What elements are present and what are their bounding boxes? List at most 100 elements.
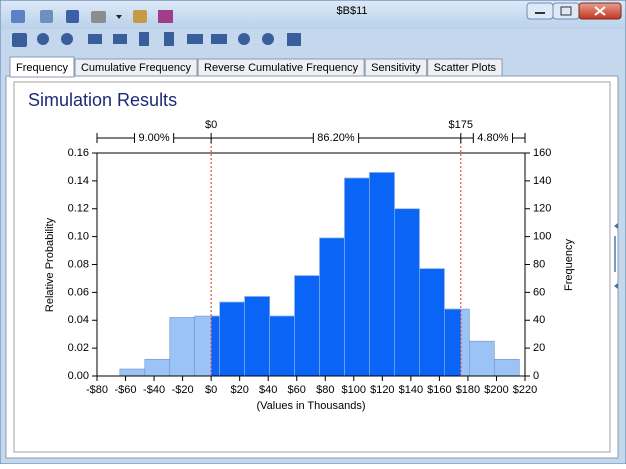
tool-icon[interactable] [91,11,106,23]
bar-in-range [419,268,445,377]
tool-icon[interactable] [158,10,173,23]
x-tick-label: $60 [288,384,306,396]
plot: 0.00 0.02 0.04 0.06 0.08 0.10 0.12 0.14 0.16 0 20 4… [68,119,552,396]
y-tick-label: 0.12 [68,203,89,215]
y2-tick-label: 120 [533,203,551,215]
tab-label[interactable]: Sensitivity [371,62,421,74]
tool-icon[interactable] [88,34,102,44]
tab-label[interactable]: Cumulative Frequency [81,62,192,74]
y-tick-label: 0.10 [68,231,89,243]
dropdown-arrow[interactable] [116,15,122,19]
tool-icon[interactable] [164,32,174,46]
bar [169,317,196,377]
bar-in-range [444,308,462,377]
tool-icon[interactable] [113,34,127,44]
y2-tick-label: 0 [533,370,539,382]
bar [119,368,146,377]
y-tick-label: 0.02 [68,342,89,354]
certainty-label-bg [473,131,513,145]
toolbar [11,10,301,47]
tab[interactable]: Frequency [9,56,75,78]
tab[interactable]: Cumulative Frequency [74,58,198,77]
splitter-handle [614,223,618,289]
splitter-grip[interactable] [614,236,616,272]
x-tick-label: $40 [259,384,277,396]
y-tick-label: 0.06 [68,286,89,298]
tool-icon[interactable] [238,33,250,45]
tab-inactive[interactable] [364,58,428,77]
x-tick-label: -$80 [86,384,108,396]
x-tick-label: $120 [370,384,394,396]
x-tick-label: $80 [316,384,334,396]
y-tick-label: 0.14 [68,175,89,187]
bar-in-range [294,275,320,377]
tab-label[interactable]: Scatter Plots [434,62,497,74]
tool-icon[interactable] [11,10,25,23]
splitter-arrow[interactable] [614,283,618,289]
certainty-label-bg [313,131,359,145]
zoom-in-icon[interactable] [37,33,49,45]
y-tick-label: 0.16 [68,147,89,159]
bar-in-range [369,172,395,377]
tab-inactive[interactable] [74,58,198,77]
maximize-icon [560,6,572,16]
tab[interactable]: Scatter Plots [427,58,503,77]
y2-axis-label: Frequency [563,239,575,291]
certainty-label-bg [134,131,174,145]
y-tick-label: 0.08 [68,258,89,270]
x-tick-label: $140 [399,384,423,396]
tool-icon[interactable] [262,33,274,45]
tab-label[interactable]: Frequency [16,62,68,74]
tool-icon[interactable] [211,34,227,44]
minimize-button[interactable] [526,2,554,20]
y-tick-label: 0.00 [68,370,89,382]
y2-tick-label: 80 [533,258,545,270]
bar-in-range [219,301,245,377]
chart-title: Simulation Results [28,90,177,110]
certainty-label: 9.00% [138,132,169,144]
tool-icon[interactable] [66,10,79,23]
x-tick-label: $200 [484,384,508,396]
x-tick-label: $220 [513,384,537,396]
tool-icon[interactable] [139,32,149,46]
tab-label[interactable]: Reverse Cumulative Frequency [204,62,359,74]
splitter-arrow[interactable] [614,223,618,229]
tool-icon[interactable] [287,33,301,46]
marker-label: $175 [449,119,473,131]
x-tick-label: $0 [205,384,217,396]
close-icon [594,6,606,16]
marker-label: $0 [205,119,217,131]
y2-tick-label: 40 [533,314,545,326]
tab-strip: Frequency Cumulative Frequency Reverse Cum… [9,56,503,78]
y2-tick-label: 20 [533,342,545,354]
bar-in-range [319,237,345,377]
x-tick-label: -$40 [143,384,165,396]
tool-icon[interactable] [12,33,27,47]
x-axis-label: (Values in Thousands) [256,400,365,412]
window-title: $B$11 [337,5,368,17]
tab[interactable]: Reverse Cumulative Frequency [197,58,365,77]
bar-in-range [344,177,370,377]
tool-icon[interactable] [133,10,147,23]
tab-inactive[interactable] [197,58,365,77]
tab-active[interactable] [9,56,75,78]
certainty-label: 4.80% [477,132,508,144]
bar-in-range [244,296,270,377]
x-tick-label: $160 [427,384,451,396]
x-tick-label: -$20 [172,384,194,396]
maximize-button[interactable] [552,2,580,20]
tab[interactable]: Sensitivity [364,58,428,77]
tool-icon[interactable] [187,34,203,44]
y2-tick-label: 100 [533,231,551,243]
tool-icon[interactable] [40,10,53,23]
zoom-out-icon[interactable] [61,33,73,45]
bar-in-range [269,315,295,377]
y-tick-label: 0.04 [68,314,89,326]
y-axis-label: Relative Probability [44,217,56,312]
tab-inactive[interactable] [427,58,503,77]
x-tick-label: $180 [456,384,480,396]
y2-tick-label: 60 [533,286,545,298]
bar [494,358,520,377]
x-tick-label: $100 [342,384,366,396]
